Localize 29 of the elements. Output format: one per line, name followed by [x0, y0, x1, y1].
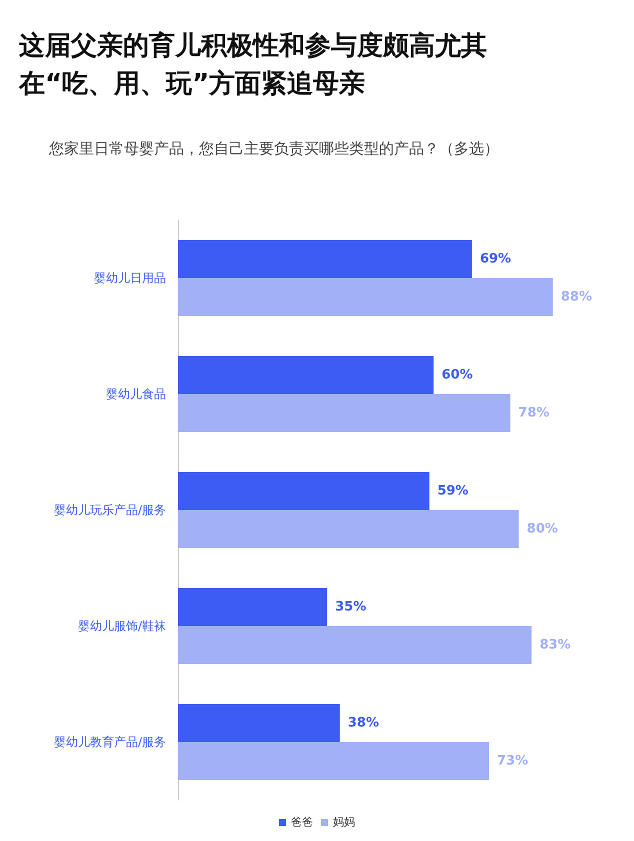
- y-tick-label: 婴幼儿玩乐产品/服务: [54, 503, 166, 517]
- bar: [178, 394, 510, 432]
- bar: [178, 742, 489, 780]
- data-label: 80%: [526, 522, 558, 536]
- data-label: 60%: [442, 368, 473, 382]
- data-label: 88%: [560, 290, 592, 304]
- y-tick-label: 婴幼儿服饰/鞋袜: [78, 619, 166, 633]
- y-tick-label: 婴幼儿日用品: [94, 271, 166, 285]
- legend-label: 妈妈: [333, 816, 355, 828]
- bar: [178, 472, 430, 510]
- bar: [178, 704, 340, 742]
- data-label: 73%: [496, 754, 528, 768]
- bar: [178, 240, 472, 278]
- data-label: 35%: [335, 600, 366, 614]
- bar: [178, 588, 328, 626]
- chart-subtitle: 您家里日常母婴产品，您自己主要负责买哪些类型的产品？（多选）: [48, 140, 499, 158]
- y-tick-label: 婴幼儿教育产品/服务: [54, 735, 166, 749]
- data-label: 69%: [480, 252, 512, 266]
- bar: [178, 626, 532, 664]
- chart-title: 这届父亲的育儿积极性和参与度颇高尤其在“吃、用、玩”方面紧追母亲: [18, 30, 487, 99]
- legend-label: 爸爸: [291, 816, 313, 828]
- data-label: 59%: [437, 484, 468, 498]
- data-label: 78%: [518, 406, 550, 420]
- data-label: 83%: [540, 638, 571, 652]
- data-label: 38%: [348, 716, 380, 730]
- y-tick-label: 婴幼儿食品: [106, 387, 166, 401]
- bar: [178, 278, 553, 316]
- bar: [178, 510, 519, 548]
- bar: [178, 356, 434, 394]
